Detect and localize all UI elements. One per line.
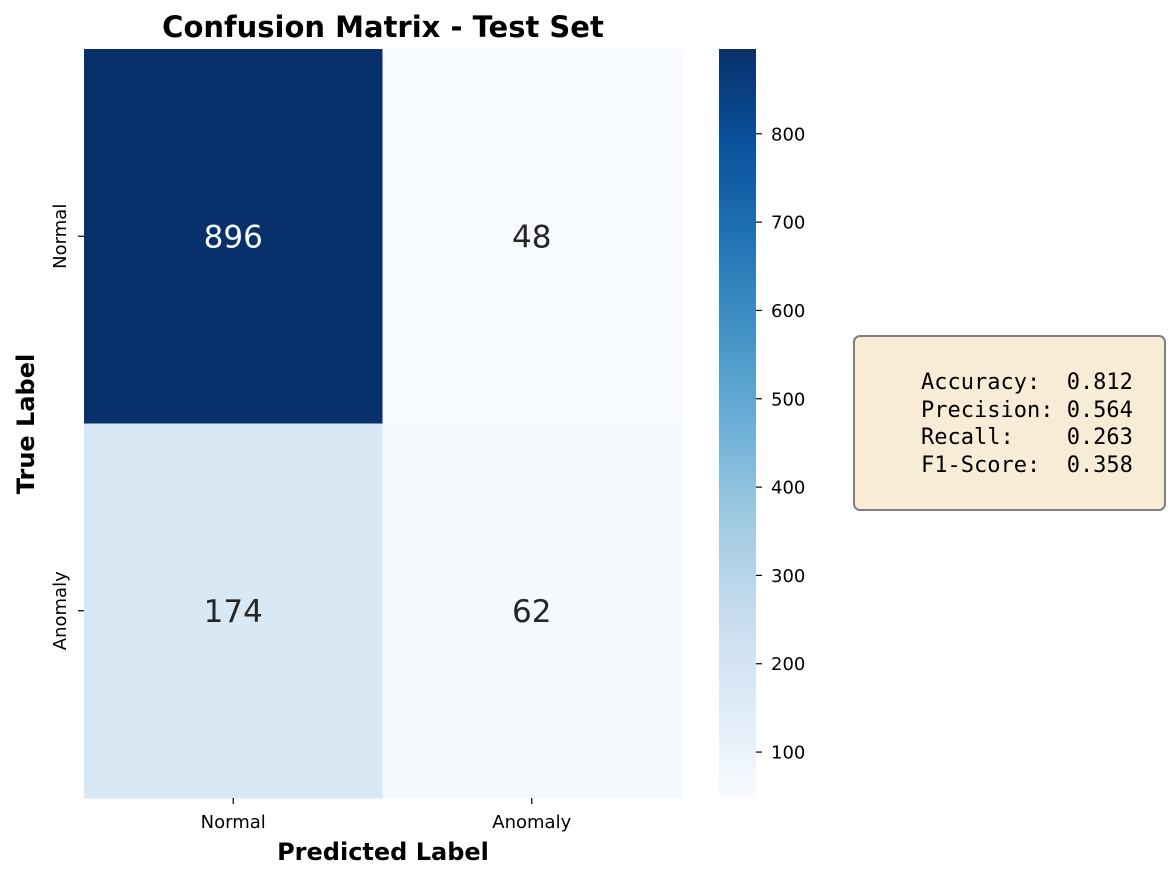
heatmap-cells [84,49,682,799]
x-tick-label: Anomaly [492,812,571,833]
metric-precision: Precision: 0.564 [921,397,1133,423]
y-axis-label: True Label [12,354,40,494]
heatmap-cell [84,423,383,799]
cell-labels: 896 48 174 62 [204,219,552,630]
heatmap-cell [382,423,682,799]
heatmap-cell [382,49,682,424]
colorbar-tick-label: 400 [771,478,805,499]
x-axis-ticks: Normal Anomaly [201,798,572,833]
colorbar-tick-label: 300 [771,566,805,587]
colorbar-tick-label: 500 [771,389,805,410]
cell-value-label: 174 [204,594,263,630]
colorbar-tick-label: 800 [771,124,805,145]
y-axis-ticks: Normal Anomaly [50,204,84,650]
colorbar-tick-label: 100 [771,743,805,764]
x-tick-label: Normal [201,812,266,833]
cell-value-label: 48 [512,219,551,255]
colorbar-tick-label: 200 [771,654,805,675]
colorbar [719,49,756,798]
metric-recall: Recall: 0.263 [921,425,1133,450]
metrics-text: Accuracy: 0.812 Precision: 0.564 Recall:… [921,369,1133,479]
metric-f1-score: F1-Score: 0.358 [921,452,1133,478]
metric-accuracy: Accuracy: 0.812 [921,370,1133,395]
y-tick-label: Normal [50,204,71,269]
cell-value-label: 62 [512,594,551,630]
colorbar-ticks: 100 200 300 400 500 600 700 800 [756,124,805,764]
cell-value-label: 896 [204,219,263,255]
chart-title: Confusion Matrix - Test Set [162,10,604,44]
colorbar-tick-label: 600 [771,301,805,322]
metrics-box: Accuracy: 0.812 Precision: 0.564 Recall:… [853,335,1166,511]
y-tick-label: Anomaly [50,571,71,650]
x-axis-label: Predicted Label [277,838,489,866]
colorbar-tick-label: 700 [771,213,805,234]
heatmap-cell [84,49,383,424]
